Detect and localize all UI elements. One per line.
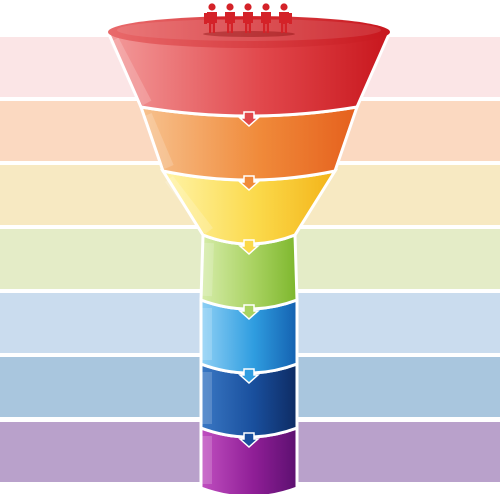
down-arrow-icon [238,111,260,128]
down-arrow-icon [238,432,260,449]
funnel-segment-orange [138,105,360,182]
person-icon [243,3,262,33]
people-group-icon [203,3,295,37]
down-arrow-icon [238,304,260,321]
person-icon [225,3,244,33]
person-icon [279,3,289,33]
person-icon [261,3,280,33]
down-arrow-icon [238,175,260,192]
down-arrow-icon [238,239,260,256]
down-arrow-icon [238,368,260,385]
person-icon [207,3,226,33]
stage-arrows [238,111,260,449]
funnel [105,16,393,494]
funnel-segment-green [199,232,299,311]
